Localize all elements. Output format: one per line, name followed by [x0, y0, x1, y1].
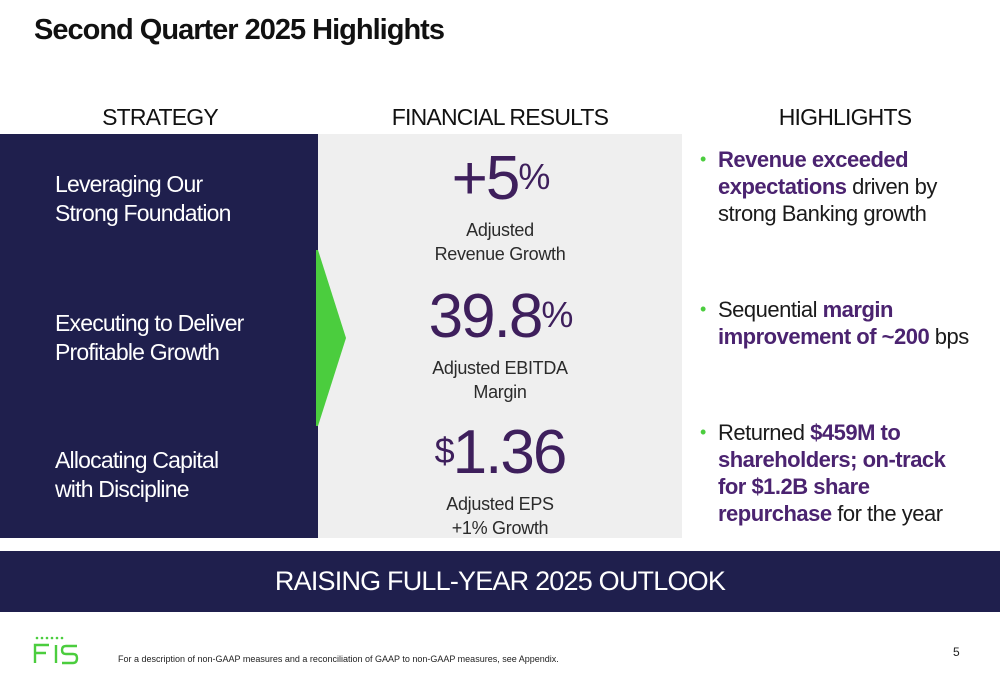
financial-results-column-heading: FINANCIAL RESULTS	[391, 104, 609, 130]
bullet-icon: •	[700, 422, 706, 442]
strategy-panel	[0, 134, 318, 538]
highlight-emphasis: $459M to shareholders; on-track for $1.2…	[718, 420, 946, 526]
metric-label: Adjusted EBITDA	[432, 358, 568, 378]
highlight-item-capital-return: • Returned $459M to shareholders; on-tra…	[700, 419, 970, 527]
highlight-text: Sequential margin improvement of ~200 bp…	[718, 296, 970, 350]
highlight-emphasis: Revenue exceeded expectations	[718, 147, 909, 199]
bullet-icon: •	[700, 149, 706, 169]
metric-ebitda-margin: 39.8% Adjusted EBITDA Margin	[318, 286, 682, 404]
highlight-plain: Returned	[718, 420, 811, 445]
metric-suffix: %	[541, 294, 573, 335]
strategy-item-foundation: Leveraging Our Strong Foundation	[55, 170, 231, 228]
bullet-icon: •	[700, 299, 706, 319]
metric-label: Revenue Growth	[434, 244, 566, 264]
arrow-right-icon	[318, 250, 346, 426]
strategy-item-growth: Executing to Deliver Profitable Growth	[55, 309, 244, 367]
highlight-plain: Sequential	[718, 297, 823, 322]
metric-number: 1.36	[452, 418, 568, 487]
highlight-text: Revenue exceeded expectations driven by …	[718, 146, 970, 227]
metric-value: $1.36	[318, 422, 682, 484]
fis-logo-icon	[33, 636, 79, 665]
highlight-plain: for the year	[831, 501, 943, 526]
strategy-item-line: Executing to Deliver	[55, 310, 244, 336]
metric-label: Margin	[473, 382, 527, 402]
strategy-item-line: Allocating Capital	[55, 447, 219, 473]
strategy-item-line: Profitable Growth	[55, 339, 220, 365]
strategy-item-line: Strong Foundation	[55, 200, 231, 226]
metric-label: +1% Growth	[451, 518, 549, 538]
footnote: For a description of non-GAAP measures a…	[118, 654, 559, 664]
metric-value: +5%	[318, 148, 682, 210]
arrow-icon-tail	[316, 250, 318, 426]
outlook-banner: RAISING FULL-YEAR 2025 OUTLOOK	[0, 551, 1000, 612]
metric-number: 39.8	[428, 282, 544, 351]
strategy-item-line: Leveraging Our	[55, 171, 203, 197]
highlight-plain: driven by strong Banking growth	[718, 174, 937, 226]
fis-logo	[33, 636, 93, 671]
highlight-plain: bps	[929, 324, 969, 349]
highlight-text: Returned $459M to shareholders; on-track…	[718, 419, 970, 527]
metric-revenue-growth: +5% Adjusted Revenue Growth	[318, 148, 682, 266]
highlight-emphasis: margin improvement of ~200	[718, 297, 930, 349]
metric-suffix: %	[518, 156, 550, 197]
highlight-item-margin: • Sequential margin improvement of ~200 …	[700, 296, 970, 350]
highlight-item-revenue: • Revenue exceeded expectations driven b…	[700, 146, 970, 227]
metric-label: Adjusted	[466, 220, 534, 240]
page-title: Second Quarter 2025 Highlights	[34, 14, 445, 46]
strategy-item-capital: Allocating Capital with Discipline	[55, 446, 219, 504]
metric-label: Adjusted EPS	[446, 494, 554, 514]
metric-adjusted-eps: $1.36 Adjusted EPS +1% Growth	[318, 422, 682, 540]
highlights-column-heading: HIGHLIGHTS	[778, 104, 912, 130]
strategy-column-heading: STRATEGY	[102, 104, 219, 130]
metric-value: 39.8%	[318, 286, 682, 348]
metric-prefix: $	[434, 430, 455, 471]
financial-results-panel	[318, 134, 682, 538]
page-number: 5	[953, 645, 960, 659]
metric-number: +5	[451, 144, 521, 213]
strategy-item-line: with Discipline	[55, 476, 190, 502]
